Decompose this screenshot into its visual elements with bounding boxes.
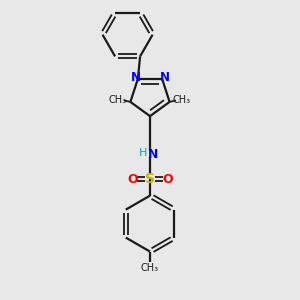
Text: O: O	[127, 173, 138, 186]
Text: CH₃: CH₃	[173, 95, 191, 105]
Text: CH₃: CH₃	[109, 95, 127, 105]
Text: N: N	[130, 71, 140, 84]
Text: N: N	[160, 71, 170, 84]
Text: H: H	[139, 148, 147, 158]
Text: O: O	[162, 173, 173, 186]
Text: N: N	[148, 148, 159, 161]
Text: CH₃: CH₃	[141, 263, 159, 273]
Text: S: S	[145, 172, 155, 186]
